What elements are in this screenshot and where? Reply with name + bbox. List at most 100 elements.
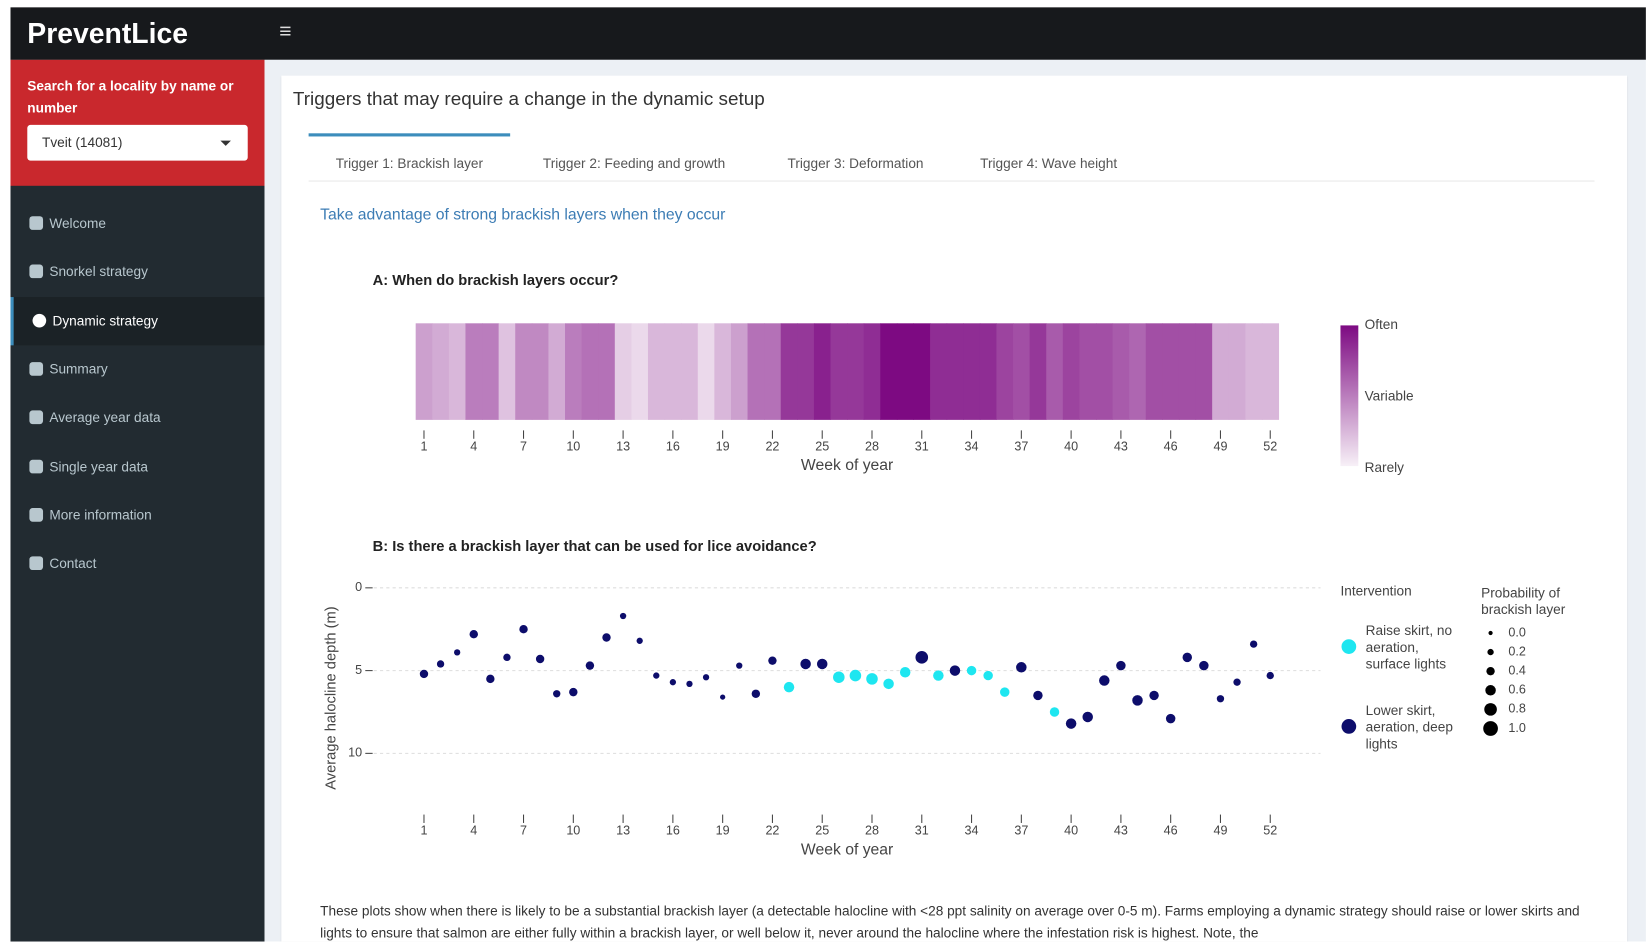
point <box>866 673 878 685</box>
heat-cell <box>979 323 997 420</box>
heat-cell <box>847 323 865 420</box>
menu-item[interactable]: Welcome <box>10 199 264 247</box>
x-tick-label: 28 <box>865 440 879 454</box>
point <box>1049 707 1060 717</box>
menu-toggle[interactable]: ≡ <box>279 19 292 44</box>
heat-cell <box>1195 323 1213 420</box>
y-tick-label: 10 <box>348 746 362 760</box>
point <box>669 679 677 686</box>
tab[interactable]: Trigger 4: Wave height <box>980 155 1118 172</box>
point <box>800 658 811 670</box>
search-box: Search for a locality by name or number … <box>10 59 265 186</box>
x-tick-label: 7 <box>520 824 527 838</box>
x-tick-label: 19 <box>716 824 730 838</box>
x-tick-label: 34 <box>965 824 979 838</box>
x-tick-label: 4 <box>470 440 477 454</box>
menu-item[interactable]: Average year data <box>10 394 264 442</box>
chart-title: B: Is there a brackish layer that can be… <box>373 539 817 555</box>
point <box>1165 713 1176 724</box>
heat-cell <box>1096 323 1114 420</box>
colorbar-label: Rarely <box>1365 460 1405 475</box>
colorbar-label: Often <box>1365 317 1398 332</box>
menu-item[interactable]: Contact <box>10 540 264 588</box>
heat-cell <box>448 323 466 420</box>
heat-cell <box>1212 323 1230 420</box>
panel-subtitle: Take advantage of strong brackish layers… <box>320 205 726 224</box>
point <box>469 629 478 639</box>
heat-cell <box>647 323 666 420</box>
legend-swatch <box>1341 719 1357 734</box>
heat-cell <box>747 323 765 420</box>
size-legend-label: 0.8 <box>1508 702 1526 716</box>
heat-cell <box>880 323 898 420</box>
chart-title: A: When do brackish layers occur? <box>373 273 619 289</box>
x-tick-label: 43 <box>1114 824 1128 838</box>
x-tick-label: 10 <box>566 440 580 454</box>
heat-cell <box>548 323 566 420</box>
caret <box>220 140 231 146</box>
x-tick-label: 52 <box>1263 440 1277 454</box>
point <box>1216 695 1225 703</box>
tab[interactable]: Trigger 1: Brackish layer <box>308 133 511 180</box>
point <box>619 612 627 620</box>
heat-cell <box>598 323 616 420</box>
point <box>720 694 726 700</box>
menu-item[interactable]: Single year data <box>10 442 264 490</box>
x-tick-label: 37 <box>1014 440 1028 454</box>
navbar: PreventLice ≡ <box>10 7 1646 60</box>
heat-cell <box>896 323 915 420</box>
heat-cell <box>415 323 433 420</box>
menu-item[interactable]: Dynamic strategy <box>10 296 265 345</box>
x-tick-label: 19 <box>716 440 730 454</box>
x-tick-label: 40 <box>1064 440 1078 454</box>
menu-item[interactable]: More information <box>10 491 264 539</box>
heat-cell <box>797 323 815 420</box>
heat-cell <box>830 323 848 420</box>
x-tick-label: 22 <box>765 824 779 838</box>
x-tick-label: 1 <box>420 440 427 454</box>
menu-label: Average year data <box>49 409 161 426</box>
point <box>419 669 429 679</box>
heat-cell <box>1261 323 1280 420</box>
tab[interactable]: Trigger 3: Deformation <box>787 155 924 172</box>
point <box>983 670 993 681</box>
x-tick-label: 46 <box>1164 824 1178 838</box>
x-tick-label: 43 <box>1114 440 1128 454</box>
tab[interactable]: Trigger 2: Feeding and growth <box>542 155 726 172</box>
point <box>1000 687 1010 697</box>
menu-item[interactable]: Summary <box>10 345 264 393</box>
locality-select[interactable]: Tveit (14081) <box>27 124 248 161</box>
menu-item[interactable]: Snorkel strategy <box>10 248 264 296</box>
point <box>436 660 445 668</box>
x-tick-label: 13 <box>616 824 630 838</box>
x-tick-label: 40 <box>1064 824 1078 838</box>
select-value: Tveit (14081) <box>41 134 123 151</box>
heat-cell <box>863 323 881 420</box>
size-legend-label: 1.0 <box>1508 721 1526 735</box>
size-legend-label: 0.2 <box>1508 644 1526 658</box>
x-axis-title: Week of year <box>801 841 893 858</box>
point <box>585 661 595 670</box>
x-tick-label: 49 <box>1213 440 1227 454</box>
x-tick-label: 46 <box>1164 440 1178 454</box>
legend-swatch <box>1341 639 1357 654</box>
size-legend-dot <box>1483 721 1498 736</box>
legend-label: Lower skirt, aeration, deep lights <box>1365 702 1453 752</box>
point <box>966 665 977 676</box>
size-legend-label: 0.4 <box>1508 664 1526 678</box>
heat-cell <box>780 323 798 420</box>
point <box>636 637 643 644</box>
menu-label: More information <box>49 506 152 523</box>
point <box>569 687 578 697</box>
heat-cell <box>631 323 649 420</box>
heat-cell <box>482 323 500 420</box>
point <box>1233 678 1241 686</box>
point <box>486 674 495 684</box>
x-tick-label: 25 <box>815 824 829 838</box>
heat-cell <box>1228 323 1246 420</box>
point <box>519 625 528 634</box>
heat-cell <box>697 323 715 420</box>
menu-icon <box>32 313 47 328</box>
